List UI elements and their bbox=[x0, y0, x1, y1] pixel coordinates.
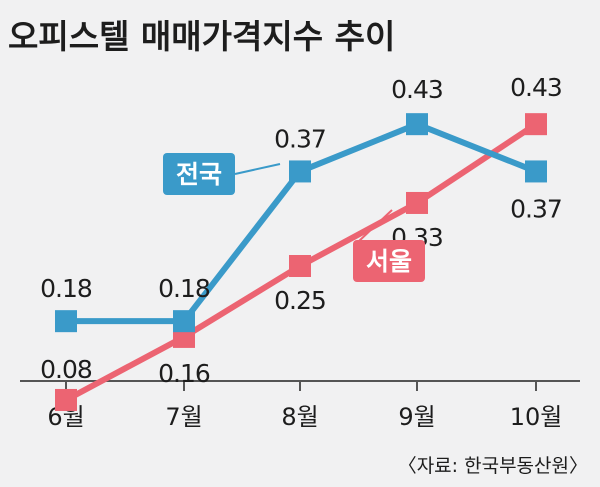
data-label: 0.37 bbox=[510, 194, 562, 223]
x-tick-label: 10월 bbox=[510, 403, 563, 431]
x-tick-label: 7월 bbox=[165, 403, 202, 431]
data-label: 0.43 bbox=[510, 73, 562, 102]
data-label: 0.43 bbox=[391, 75, 443, 104]
data-label: 0.18 bbox=[158, 274, 210, 303]
data-label: 0.18 bbox=[40, 274, 92, 303]
series-tag-pointer bbox=[357, 209, 393, 243]
data-point bbox=[406, 113, 428, 136]
data-label: 0.16 bbox=[158, 359, 210, 388]
data-points bbox=[55, 113, 547, 411]
data-point bbox=[289, 255, 311, 277]
data-point bbox=[173, 310, 195, 333]
data-point bbox=[525, 113, 547, 136]
data-label: 0.25 bbox=[274, 286, 326, 315]
series-tag-box bbox=[163, 153, 235, 195]
chart-title: 오피스텔 매매가격지수 추이 bbox=[8, 17, 395, 56]
series-tag-label: 서울 bbox=[366, 247, 412, 276]
x-tick-label: 9월 bbox=[398, 403, 435, 431]
series-tag-pointer bbox=[234, 163, 281, 175]
data-label: 0.08 bbox=[40, 355, 92, 384]
x-tick-label: 8월 bbox=[281, 403, 318, 431]
data-point bbox=[55, 388, 77, 411]
data-point bbox=[406, 191, 428, 214]
data-point bbox=[55, 310, 77, 333]
x-axis-ticks: 6월 7월 8월 9월 10월 bbox=[47, 381, 562, 431]
data-point bbox=[525, 160, 547, 183]
data-labels: 0.18 0.180.370.430.370.08 0.160.250.330.43 bbox=[40, 73, 563, 388]
source-note: 〈자료: 한국부동산원〉 bbox=[398, 455, 588, 477]
series-tag-label: 전국 bbox=[176, 160, 222, 189]
series-tag-box bbox=[353, 240, 425, 282]
data-point bbox=[289, 160, 311, 183]
data-label: 0.37 bbox=[274, 124, 326, 153]
